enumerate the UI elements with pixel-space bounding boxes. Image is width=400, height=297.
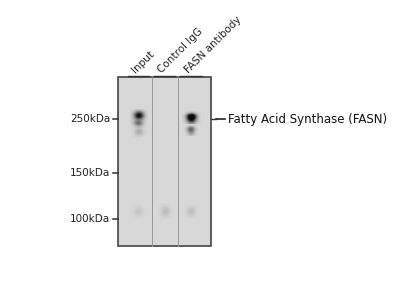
Text: 100kDa: 100kDa	[70, 214, 110, 224]
Text: Control IgG: Control IgG	[156, 26, 205, 75]
Text: Input: Input	[130, 48, 156, 75]
FancyBboxPatch shape	[118, 77, 211, 246]
Text: FASN antibody: FASN antibody	[182, 14, 243, 75]
Text: Fatty Acid Synthase (FASN): Fatty Acid Synthase (FASN)	[228, 113, 387, 126]
Text: 150kDa: 150kDa	[70, 168, 110, 178]
Text: 250kDa: 250kDa	[70, 114, 110, 124]
